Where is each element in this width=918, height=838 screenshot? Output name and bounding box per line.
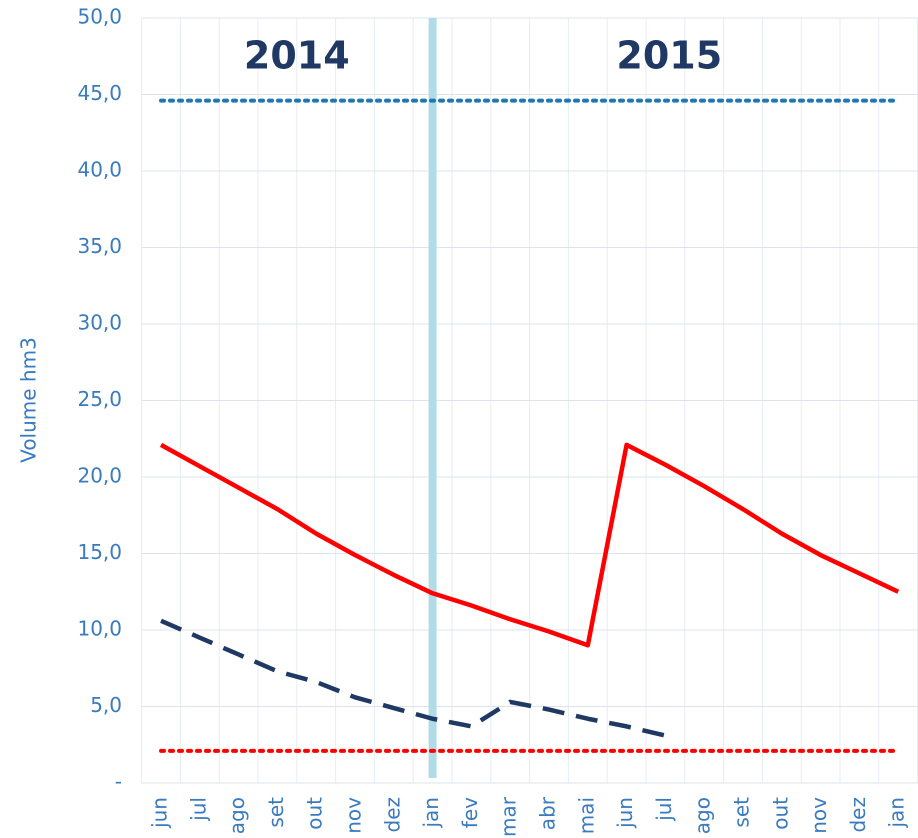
x-tick-label: out [768,797,792,830]
annotation: 2014 [244,34,350,78]
x-tick-label: fev [458,797,482,828]
annotation: 2015 [616,34,722,78]
y-tick-label: 25,0 [77,387,122,411]
y-axis-label: Volume hm3 [17,337,41,463]
y-tick-label: 20,0 [77,464,122,488]
x-tick-label: mar [497,796,521,837]
x-tick-label: jun [613,797,637,829]
x-tick-label: jan [885,797,909,829]
series-line [160,618,666,738]
y-tick-label: 5,0 [90,693,122,717]
x-tick-label: ago [691,797,715,834]
y-tick-label: 45,0 [77,81,122,105]
x-tick-label: abr [536,796,560,830]
x-tick-label: jul [652,797,676,822]
y-tick-label: 35,0 [77,234,122,258]
y-tick-label: 40,0 [77,158,122,182]
y-tick-label: 10,0 [77,617,122,641]
x-tick-label: dez [380,797,404,833]
y-tick-label: 15,0 [77,540,122,564]
x-tick-label: set [264,797,288,828]
y-tick-label: 30,0 [77,311,122,335]
x-tick-label: nov [807,797,831,834]
x-tick-label: nov [342,797,366,834]
series-line [159,442,900,648]
y-tick-label: - [115,770,122,794]
x-tick-label: jul [186,797,210,822]
x-tick-label: jun [148,797,172,829]
x-tick-label: ago [225,797,249,834]
x-tick-label: set [730,797,754,828]
x-tick-label: out [303,797,327,830]
x-tick-label: jan [419,797,443,829]
y-tick-label: 50,0 [77,5,122,29]
x-tick-label: mai [574,797,598,834]
x-tick-label: dez [846,797,870,833]
